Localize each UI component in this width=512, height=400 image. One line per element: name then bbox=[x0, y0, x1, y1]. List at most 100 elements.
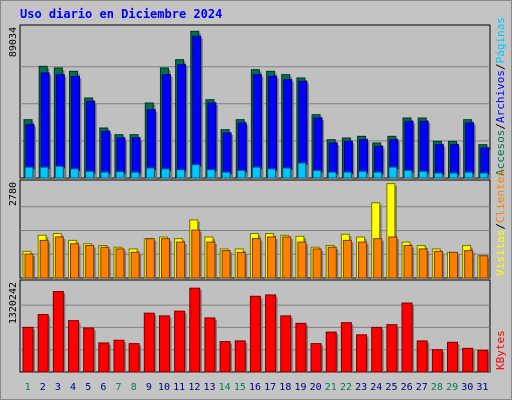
bar-archivos-day-11 bbox=[177, 64, 187, 179]
x-tick-label-19: 19 bbox=[294, 382, 306, 393]
x-tick-label-26: 26 bbox=[401, 382, 413, 393]
bar-clientes-day-31 bbox=[479, 255, 489, 279]
bar-páginas-day-22 bbox=[342, 171, 352, 179]
x-tick-label-24: 24 bbox=[370, 382, 382, 393]
bar-kbytes-day-17 bbox=[265, 294, 277, 373]
bar-archivos-day-13 bbox=[207, 102, 217, 179]
bar-clientes-day-12 bbox=[191, 229, 201, 279]
bar-kbytes-day-9 bbox=[143, 312, 155, 373]
y-max-label-3: 1320242 bbox=[8, 282, 19, 324]
bar-archivos-day-3 bbox=[55, 74, 65, 179]
legend-top: Accesos/Archivos/Páginas bbox=[494, 17, 507, 176]
x-tick-label-1: 1 bbox=[25, 382, 31, 393]
bar-kbytes-day-16 bbox=[249, 295, 261, 373]
bar-clientes-day-1 bbox=[24, 253, 34, 279]
bar-kbytes-day-3 bbox=[52, 291, 64, 373]
bar-kbytes-day-29 bbox=[447, 341, 459, 373]
bar-páginas-day-12 bbox=[191, 164, 201, 179]
bar-clientes-day-4 bbox=[69, 243, 79, 279]
x-tick-label-13: 13 bbox=[203, 382, 215, 393]
bar-kbytes-day-28 bbox=[431, 349, 443, 373]
bar-archivos-day-14 bbox=[222, 132, 232, 179]
x-tick-label-25: 25 bbox=[385, 382, 397, 393]
bar-archivos-day-12 bbox=[192, 35, 202, 179]
bar-kbytes-day-11 bbox=[174, 310, 186, 373]
bar-clientes-day-14 bbox=[221, 250, 231, 279]
bar-páginas-day-17 bbox=[267, 168, 277, 179]
x-tick-label-30: 30 bbox=[461, 382, 473, 393]
bar-clientes-day-26 bbox=[403, 245, 413, 279]
bar-kbytes-day-13 bbox=[204, 317, 216, 373]
x-tick-label-29: 29 bbox=[446, 382, 458, 393]
x-tick-label-10: 10 bbox=[158, 382, 170, 393]
x-tick-label-18: 18 bbox=[279, 382, 291, 393]
x-tick-label-22: 22 bbox=[340, 382, 352, 393]
bar-clientes-day-23 bbox=[358, 241, 368, 279]
legend-bottom: KBytes bbox=[494, 330, 507, 370]
x-tick-label-9: 9 bbox=[146, 382, 152, 393]
bar-páginas-day-26 bbox=[403, 169, 413, 179]
bar-archivos-day-10 bbox=[161, 74, 171, 179]
bar-páginas-day-5 bbox=[85, 170, 95, 179]
bar-páginas-day-25 bbox=[388, 166, 398, 179]
bar-archivos-day-2 bbox=[40, 72, 50, 179]
bar-kbytes-day-30 bbox=[462, 347, 474, 373]
y-max-label-1: 89034 bbox=[8, 27, 19, 57]
bar-clientes-day-29 bbox=[449, 251, 459, 279]
bar-páginas-day-21 bbox=[327, 171, 337, 179]
x-tick-label-6: 6 bbox=[100, 382, 106, 393]
bar-clientes-day-10 bbox=[160, 238, 170, 279]
bar-kbytes-day-8 bbox=[128, 343, 140, 373]
x-tick-label-31: 31 bbox=[476, 382, 488, 393]
x-tick-label-21: 21 bbox=[325, 382, 337, 393]
bar-páginas-day-9 bbox=[145, 167, 155, 179]
x-tick-label-4: 4 bbox=[70, 382, 76, 393]
x-tick-label-8: 8 bbox=[131, 382, 137, 393]
legend-mid-item-1: Visitas bbox=[494, 230, 507, 276]
bar-kbytes-day-15 bbox=[234, 340, 246, 373]
bar-páginas-day-28 bbox=[433, 172, 443, 179]
y-max-label-2: 2780 bbox=[8, 182, 19, 206]
bar-kbytes-day-7 bbox=[113, 339, 125, 373]
bar-páginas-day-4 bbox=[69, 168, 79, 179]
bar-clientes-day-18 bbox=[282, 236, 292, 279]
legend-mid-item-2: / bbox=[494, 223, 507, 230]
legend-top-item-3: Archivos bbox=[494, 70, 507, 123]
x-tick-label-14: 14 bbox=[219, 382, 231, 393]
x-tick-label-3: 3 bbox=[55, 382, 61, 393]
bar-kbytes-day-27 bbox=[416, 340, 428, 373]
bar-clientes-day-24 bbox=[373, 238, 383, 279]
legend-top-item-5: Páginas bbox=[494, 17, 507, 63]
bar-clientes-day-6 bbox=[100, 246, 110, 279]
legend-top-item-4: / bbox=[494, 63, 507, 70]
bar-archivos-day-26 bbox=[404, 120, 414, 179]
bar-kbytes-day-20 bbox=[310, 343, 322, 373]
bar-páginas-day-19 bbox=[297, 162, 307, 179]
bar-archivos-day-27 bbox=[419, 120, 429, 179]
x-tick-label-23: 23 bbox=[355, 382, 367, 393]
bar-archivos-day-20 bbox=[313, 117, 323, 179]
bar-clientes-day-11 bbox=[176, 241, 186, 279]
x-tick-label-27: 27 bbox=[416, 382, 428, 393]
bar-kbytes-day-25 bbox=[386, 324, 398, 373]
bar-kbytes-day-21 bbox=[325, 331, 337, 373]
bar-archivos-day-30 bbox=[465, 122, 475, 179]
bar-clientes-day-19 bbox=[297, 241, 307, 279]
bar-kbytes-day-6 bbox=[98, 342, 110, 373]
bar-archivos-day-4 bbox=[70, 75, 80, 179]
bar-páginas-day-24 bbox=[373, 171, 383, 179]
bar-archivos-day-16 bbox=[252, 74, 262, 179]
bar-clientes-day-16 bbox=[251, 238, 261, 279]
bar-páginas-day-3 bbox=[54, 165, 64, 179]
bar-páginas-day-14 bbox=[221, 171, 231, 179]
legend-top-item-1: Accesos bbox=[494, 130, 507, 176]
bar-kbytes-day-12 bbox=[189, 287, 201, 373]
bar-páginas-day-31 bbox=[479, 172, 489, 179]
bar-clientes-day-2 bbox=[39, 239, 49, 279]
bar-kbytes-day-10 bbox=[158, 315, 170, 373]
x-tick-label-11: 11 bbox=[173, 382, 185, 393]
bar-páginas-day-7 bbox=[115, 171, 125, 179]
chart-title: Uso diario en Diciembre 2024 bbox=[20, 7, 223, 21]
legend-mid: Visitas/Clientes bbox=[494, 170, 507, 276]
